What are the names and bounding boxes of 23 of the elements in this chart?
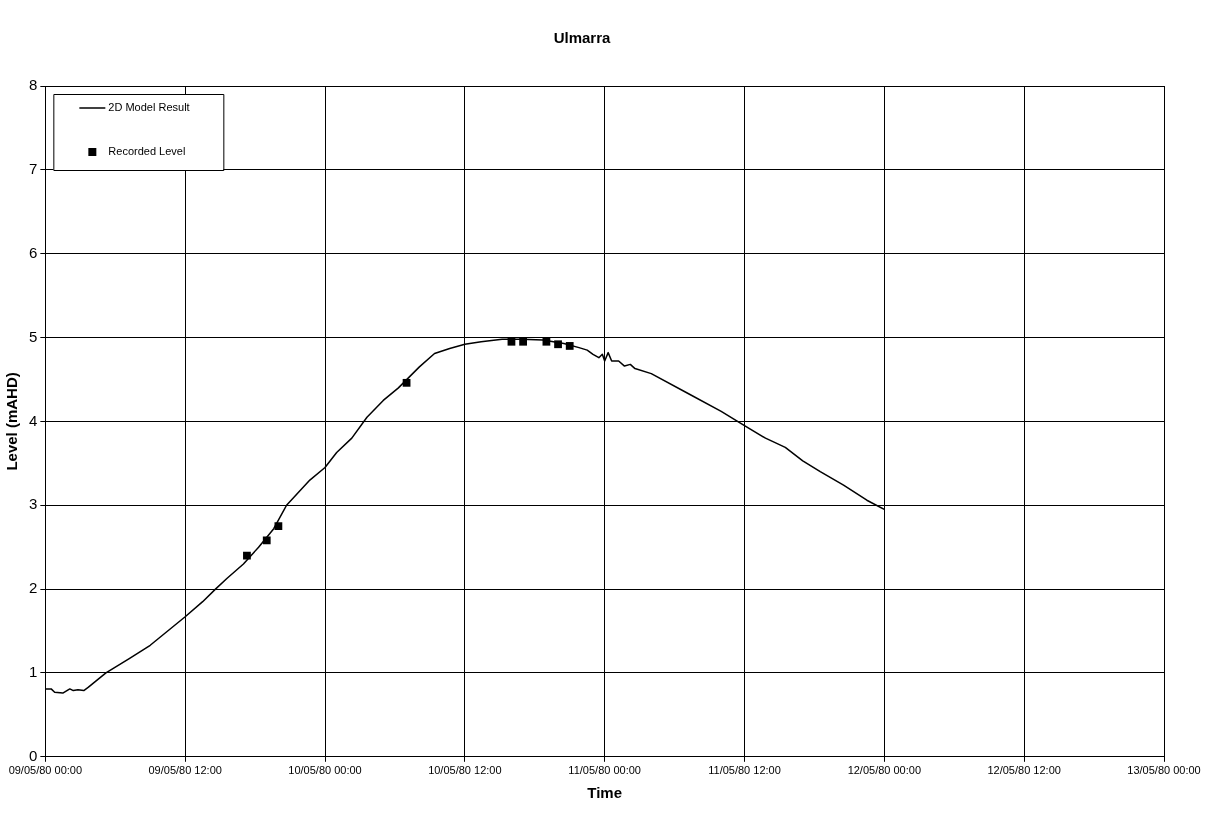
y-tick-label: 5 <box>29 327 38 345</box>
x-tick-label: 10/05/80 12:00 <box>428 764 502 777</box>
x-tick-label: 09/05/80 12:00 <box>148 764 222 777</box>
legend-label: Recorded Level <box>108 145 186 158</box>
x-tick-label: 10/05/80 00:00 <box>288 764 362 777</box>
y-axis-title: Level (mAHD) <box>3 372 21 471</box>
legend-label: 2D Model Result <box>108 101 190 114</box>
x-tick-label: 13/05/80 00:00 <box>1127 764 1201 777</box>
x-tick-label: 09/05/80 00:00 <box>8 764 83 777</box>
x-tick-label: 11/05/80 00:00 <box>568 764 641 777</box>
y-tick-label: 3 <box>29 495 38 513</box>
y-tick-label: 1 <box>29 663 38 681</box>
chart-title: Ulmarra <box>553 29 611 47</box>
y-tick-label: 7 <box>29 159 38 177</box>
x-tick-label: 12/05/80 12:00 <box>987 764 1061 777</box>
y-tick-label: 0 <box>29 746 38 764</box>
y-tick-label: 2 <box>29 579 38 597</box>
y-tick-label: 8 <box>29 76 38 94</box>
x-tick-label: 11/05/80 12:00 <box>708 764 781 777</box>
y-tick-label: 6 <box>29 243 38 261</box>
y-tick-label: 4 <box>29 411 38 429</box>
x-tick-label: 12/05/80 00:00 <box>847 764 922 777</box>
x-axis-title: Time <box>587 784 623 802</box>
